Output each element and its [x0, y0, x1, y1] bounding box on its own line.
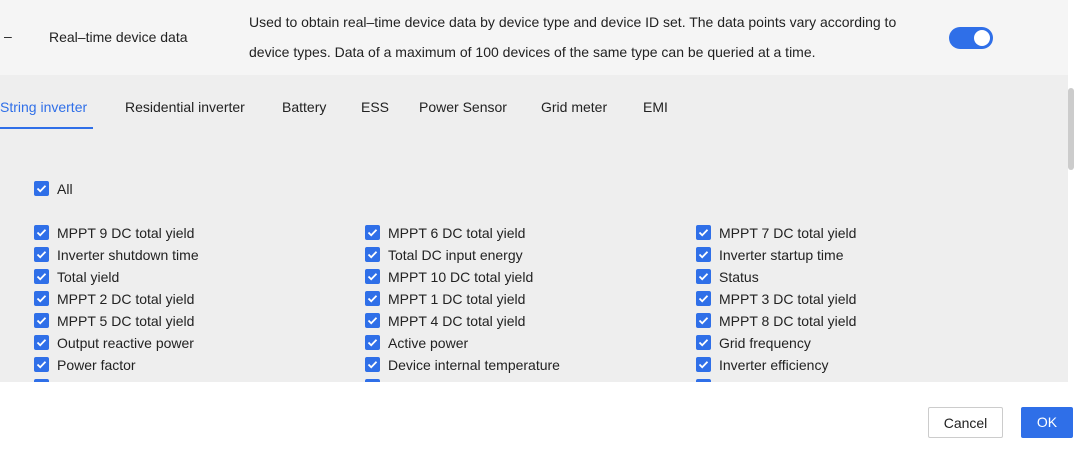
checkbox-icon	[365, 291, 380, 306]
checkbox-icon	[34, 181, 49, 196]
ok-button[interactable]: OK	[1021, 407, 1073, 438]
checkbox-label: Total DC input energy	[388, 247, 523, 263]
checkbox-icon	[696, 291, 711, 306]
checkbox-label: Device internal temperature	[388, 357, 560, 373]
checkbox-icon	[696, 313, 711, 328]
checkbox-icon	[365, 335, 380, 350]
checkbox-label: Active power	[388, 335, 469, 351]
description: Used to obtain real–time device data by …	[249, 14, 897, 60]
checkbox-label: Inverter startup time	[719, 247, 844, 263]
checkbox-icon	[365, 379, 380, 382]
checkbox-label: MPPT 9 DC total yield	[57, 225, 195, 241]
checkbox-icon	[696, 225, 711, 240]
checkbox-icon	[34, 269, 49, 284]
checkbox-label: Inverter efficiency	[719, 357, 829, 373]
checkbox-label: MPPT 3 DC total yield	[719, 291, 857, 307]
checkbox-label: Grid phase A current	[719, 379, 847, 382]
checkbox-icon	[696, 247, 711, 262]
tab[interactable]: Power Sensor	[419, 99, 507, 115]
checkbox-icon	[365, 313, 380, 328]
checkbox-icon	[34, 357, 49, 372]
checkbox-icon	[365, 247, 380, 262]
content: String inverter Residential inverter Batte…	[0, 75, 1068, 382]
checkbox-label: MPPT 7 DC total yield	[719, 225, 857, 241]
tab[interactable]: EMI	[643, 99, 668, 115]
checkbox-icon	[34, 313, 49, 328]
checkbox-label: MPPT 5 DC total yield	[57, 313, 195, 329]
checkbox-icon	[365, 225, 380, 240]
checkbox-label: MPPT 4 DC total yield	[388, 313, 526, 329]
checkbox-icon	[696, 357, 711, 372]
checkbox-icon	[34, 225, 49, 240]
checkbox-label: Status	[719, 269, 759, 285]
cancel-button[interactable]: Cancel	[928, 407, 1003, 438]
checkbox-icon	[34, 335, 49, 350]
header: – Real–time device data Used to obtain r…	[0, 0, 1068, 75]
collapse-icon[interactable]: –	[4, 28, 12, 44]
checkbox-icon	[696, 379, 711, 382]
title: Real–time device data	[49, 29, 188, 45]
checkbox-icon	[365, 357, 380, 372]
checkbox-label: Grid frequency	[719, 335, 811, 351]
checkbox-label: MPPT 2 DC total yield	[57, 291, 195, 307]
checkbox-label: Grid phase C current	[57, 379, 187, 382]
tab[interactable]: Residential inverter	[125, 99, 245, 115]
checkbox-label: Total yield	[57, 269, 120, 285]
tab[interactable]: ESS	[361, 99, 390, 115]
tab[interactable]: String inverter	[0, 99, 88, 115]
checkbox-icon	[696, 335, 711, 350]
checkbox-label: Grid phase B current	[388, 379, 517, 382]
scrollbar[interactable]	[1068, 88, 1074, 170]
toggle[interactable]	[949, 27, 993, 49]
tab[interactable]: Battery	[282, 99, 327, 115]
checkbox-label: Inverter shutdown time	[57, 247, 199, 263]
checkbox-label: MPPT 8 DC total yield	[719, 313, 857, 329]
checkbox-label: Output reactive power	[57, 335, 194, 351]
tab-underline	[0, 127, 93, 129]
checkbox-label: MPPT 10 DC total yield	[388, 269, 534, 285]
checkbox-icon	[34, 379, 49, 382]
checkbox-icon	[696, 269, 711, 284]
checkbox-icon	[34, 291, 49, 306]
checkbox-label: MPPT 6 DC total yield	[388, 225, 526, 241]
checkbox-icon	[34, 247, 49, 262]
checkbox-icon	[365, 269, 380, 284]
checkbox-label: All	[57, 181, 73, 197]
checkbox-label: MPPT 1 DC total yield	[388, 291, 526, 307]
tab[interactable]: Grid meter	[541, 99, 608, 115]
checkbox-label: Power factor	[57, 357, 136, 373]
